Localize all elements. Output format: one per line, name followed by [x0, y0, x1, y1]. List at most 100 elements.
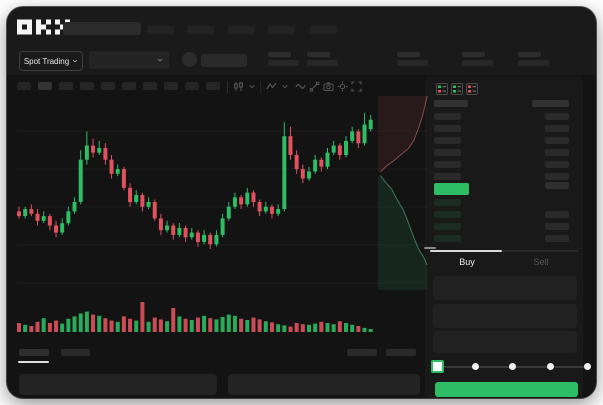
timeframe-pill[interactable] [143, 82, 157, 90]
ticker-stat [268, 52, 299, 66]
timeframe-pill[interactable] [164, 82, 178, 90]
orderbook-ask-row[interactable] [434, 125, 461, 132]
volume-bar [29, 326, 34, 332]
orderbook-bid-row[interactable] [434, 199, 461, 206]
nav-item-placeholder[interactable] [310, 26, 337, 34]
slider-stop[interactable] [546, 363, 554, 370]
timeframe-pill[interactable] [185, 82, 199, 90]
orderbook-ask-row[interactable] [434, 173, 461, 180]
volume-bar [72, 316, 77, 332]
orderbook-last-amount [545, 182, 569, 189]
camera-icon[interactable] [323, 81, 334, 92]
orderbook-ask-row[interactable] [434, 161, 461, 168]
active-tab-indicator [430, 250, 502, 252]
volume-bar [350, 324, 355, 332]
volume-bar [97, 315, 102, 332]
nav-item-placeholder[interactable] [147, 26, 174, 34]
volume-bar [134, 320, 139, 332]
chevron-down-icon[interactable] [248, 81, 256, 92]
volume-bar [202, 315, 207, 332]
settings-gear-icon[interactable] [337, 81, 348, 92]
orderbook-ask-amount [545, 161, 569, 168]
coin-avatar [182, 52, 197, 67]
order-total-field[interactable] [433, 331, 577, 353]
orderbook-ask-amount [545, 149, 569, 156]
chevron-down-icon[interactable] [281, 81, 289, 92]
volume-bar [368, 329, 373, 332]
timeframe-pill[interactable] [122, 82, 136, 90]
buy-submit-button[interactable] [435, 382, 578, 397]
volume-bar [115, 321, 120, 332]
draw-brush-icon[interactable] [309, 81, 320, 92]
volume-bar [288, 326, 293, 332]
timeframe-pill[interactable] [59, 82, 73, 90]
orderbook-ask-row[interactable] [434, 149, 461, 156]
volume-bar [158, 319, 163, 332]
orderbook-bid-row[interactable] [434, 223, 461, 230]
book-buy-icon[interactable] [451, 83, 463, 95]
orderbook-ask-row[interactable] [434, 113, 461, 120]
book-combined-icon[interactable] [436, 83, 448, 95]
volume-bar [331, 324, 336, 332]
trading-app-window: Spot Trading [7, 7, 596, 398]
line-wave-icon[interactable] [295, 81, 306, 92]
volume-bar [245, 320, 250, 332]
candle-type-icon[interactable] [233, 81, 244, 92]
volume-bar [183, 318, 188, 332]
bottom-tab-right[interactable] [386, 349, 416, 356]
amount-slider-handle[interactable] [431, 360, 444, 373]
volume-bar [220, 317, 225, 332]
orderbook-header-price [434, 100, 468, 107]
market-type-dropdown[interactable]: Spot Trading [19, 51, 83, 71]
volume-bar [319, 321, 324, 332]
bottom-active-tab-indicator [18, 361, 49, 363]
orderbook-ask-row[interactable] [434, 137, 461, 144]
orderbook-ask-amount [545, 125, 569, 132]
volume-bar [60, 323, 65, 332]
orderbook-bid-row[interactable] [434, 211, 461, 218]
volume-bar [47, 323, 52, 332]
orderbook-last-price[interactable] [434, 183, 469, 195]
volume-bar [300, 324, 305, 332]
depth-price-marker [424, 247, 436, 249]
order-amount-field[interactable] [433, 304, 577, 328]
ticker-stat [307, 52, 338, 66]
fullscreen-icon[interactable] [351, 81, 362, 92]
trade-tabs: Buy Sell [430, 250, 578, 274]
nav-item-placeholder[interactable] [228, 26, 255, 34]
volume-bar [356, 326, 361, 332]
volume-bar [195, 317, 200, 332]
volume-bar [214, 319, 219, 332]
timeframe-pill[interactable] [101, 82, 115, 90]
timeframe-pill[interactable] [206, 82, 220, 90]
candlestick-chart[interactable] [7, 7, 596, 398]
nav-item-placeholder[interactable] [187, 26, 214, 34]
bottom-tab-right[interactable] [347, 349, 377, 356]
tab-buy[interactable]: Buy [459, 257, 475, 267]
bottom-tab[interactable] [61, 349, 90, 356]
slider-stop[interactable] [584, 363, 591, 370]
timeframe-pill[interactable] [80, 82, 94, 90]
nav-item-placeholder[interactable] [268, 26, 295, 34]
volume-bar [263, 321, 268, 332]
order-price-field[interactable] [433, 276, 577, 300]
volume-bar [146, 321, 151, 332]
book-sell-icon[interactable] [466, 83, 478, 95]
volume-bar [189, 320, 194, 332]
volume-bar [239, 318, 244, 332]
search-input[interactable] [63, 22, 141, 35]
slider-stop[interactable] [509, 363, 516, 370]
slider-stop[interactable] [471, 363, 479, 370]
bottom-tab-active[interactable] [19, 349, 49, 356]
pair-selector-dropdown[interactable] [89, 51, 169, 69]
volume-bar [282, 325, 287, 332]
volume-bar [208, 318, 213, 332]
timeframe-pill[interactable] [38, 82, 52, 90]
orderbook-ask-amount [545, 173, 569, 180]
orderbook-bid-row[interactable] [434, 235, 461, 242]
volume-bar [325, 323, 330, 332]
indicator-icon[interactable] [266, 81, 277, 92]
volume-bar [362, 327, 367, 332]
tab-sell[interactable]: Sell [533, 257, 549, 267]
timeframe-pill[interactable] [17, 82, 31, 90]
